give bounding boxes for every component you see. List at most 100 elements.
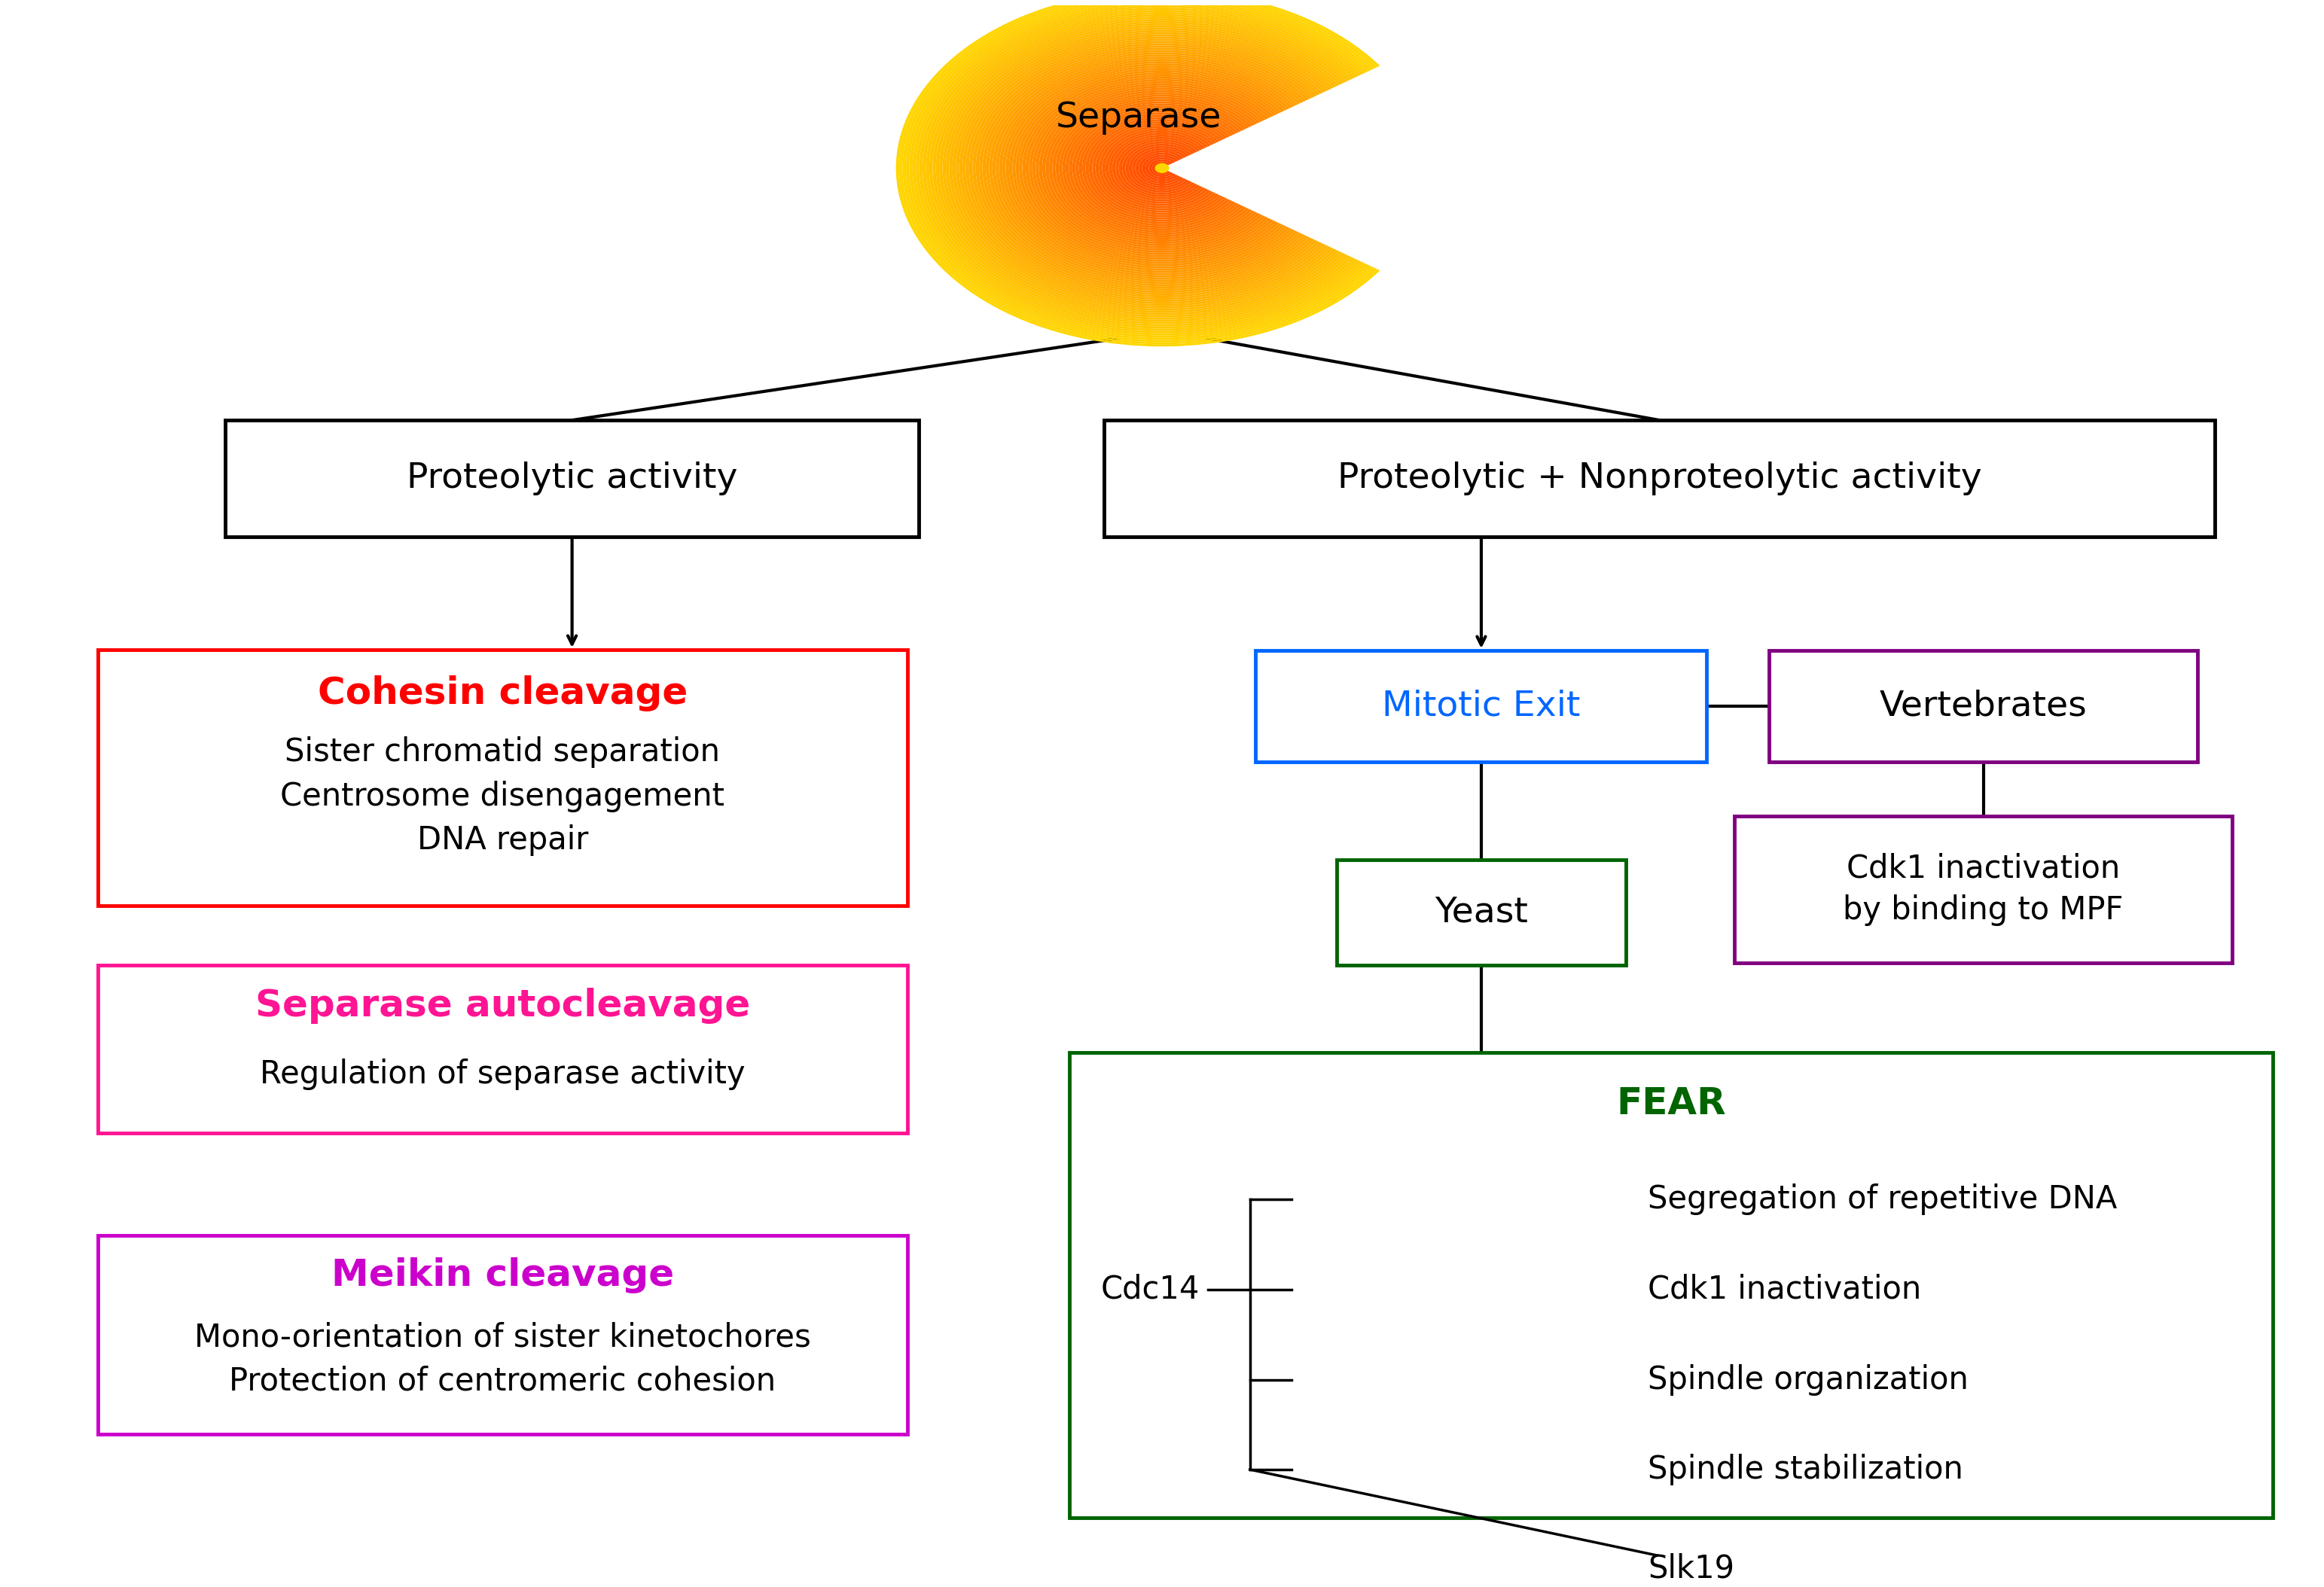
FancyBboxPatch shape xyxy=(1255,651,1706,762)
Wedge shape xyxy=(1085,117,1225,219)
Wedge shape xyxy=(1025,76,1274,260)
Wedge shape xyxy=(939,19,1346,317)
Wedge shape xyxy=(1076,110,1232,225)
Wedge shape xyxy=(897,0,1380,346)
Wedge shape xyxy=(1078,113,1229,224)
FancyBboxPatch shape xyxy=(1734,816,2231,963)
Text: Vertebrates: Vertebrates xyxy=(1880,689,2087,724)
Wedge shape xyxy=(1030,79,1271,257)
Text: Cdk1 inactivation
by binding to MPF: Cdk1 inactivation by binding to MPF xyxy=(1843,852,2124,925)
Wedge shape xyxy=(978,46,1311,290)
Wedge shape xyxy=(937,16,1348,319)
FancyBboxPatch shape xyxy=(98,1235,906,1435)
Wedge shape xyxy=(1141,154,1178,181)
Text: Separase autocleavage: Separase autocleavage xyxy=(256,987,751,1024)
Wedge shape xyxy=(1041,87,1260,249)
Text: Cohesin cleavage: Cohesin cleavage xyxy=(318,674,688,711)
Wedge shape xyxy=(930,13,1353,324)
Wedge shape xyxy=(1129,146,1190,190)
Text: Cdk1 inactivation: Cdk1 inactivation xyxy=(1648,1274,1922,1306)
Wedge shape xyxy=(1016,70,1283,267)
Wedge shape xyxy=(1122,141,1195,195)
Wedge shape xyxy=(1071,108,1236,229)
Wedge shape xyxy=(1125,143,1192,192)
Wedge shape xyxy=(976,43,1315,294)
FancyBboxPatch shape xyxy=(1336,860,1627,965)
Wedge shape xyxy=(913,2,1367,335)
Wedge shape xyxy=(1099,125,1213,211)
FancyBboxPatch shape xyxy=(98,649,906,906)
Wedge shape xyxy=(944,21,1341,316)
Wedge shape xyxy=(983,48,1308,289)
Wedge shape xyxy=(992,54,1301,282)
Wedge shape xyxy=(1002,60,1292,275)
Wedge shape xyxy=(1060,98,1246,236)
Text: Regulation of separase activity: Regulation of separase activity xyxy=(260,1059,746,1090)
Text: Mono-orientation of sister kinetochores
Protection of centromeric cohesion: Mono-orientation of sister kinetochores … xyxy=(195,1322,811,1397)
Wedge shape xyxy=(916,3,1364,333)
Wedge shape xyxy=(953,27,1334,308)
Wedge shape xyxy=(1083,114,1227,222)
Wedge shape xyxy=(1048,92,1255,244)
Wedge shape xyxy=(967,37,1322,300)
Text: Slk19: Slk19 xyxy=(1648,1552,1734,1584)
Circle shape xyxy=(1155,163,1169,173)
FancyBboxPatch shape xyxy=(1104,421,2215,536)
Text: Segregation of repetitive DNA: Segregation of repetitive DNA xyxy=(1648,1184,2117,1216)
FancyBboxPatch shape xyxy=(1069,1052,2273,1517)
Wedge shape xyxy=(1069,106,1239,230)
Wedge shape xyxy=(971,41,1318,295)
Wedge shape xyxy=(932,14,1350,322)
Wedge shape xyxy=(1046,90,1257,246)
Text: Proteolytic + Nonproteolytic activity: Proteolytic + Nonproteolytic activity xyxy=(1336,462,1982,495)
Wedge shape xyxy=(1155,163,1167,173)
Wedge shape xyxy=(1018,73,1278,263)
Wedge shape xyxy=(1106,130,1208,206)
Wedge shape xyxy=(1032,81,1269,256)
Wedge shape xyxy=(1113,135,1204,202)
Wedge shape xyxy=(969,38,1320,297)
Wedge shape xyxy=(1055,97,1250,240)
FancyBboxPatch shape xyxy=(225,421,918,536)
Wedge shape xyxy=(962,35,1325,302)
Wedge shape xyxy=(985,49,1306,286)
Wedge shape xyxy=(1053,95,1253,241)
Text: FEAR: FEAR xyxy=(1615,1086,1727,1122)
Wedge shape xyxy=(1062,102,1243,235)
Wedge shape xyxy=(1146,157,1176,179)
Wedge shape xyxy=(1102,129,1211,208)
Wedge shape xyxy=(906,0,1371,340)
Text: Meikin cleavage: Meikin cleavage xyxy=(332,1257,674,1293)
Wedge shape xyxy=(1090,119,1222,217)
Wedge shape xyxy=(902,0,1373,343)
FancyBboxPatch shape xyxy=(1769,651,2196,762)
Wedge shape xyxy=(1109,132,1206,203)
Wedge shape xyxy=(960,32,1329,305)
Wedge shape xyxy=(1153,162,1171,175)
Wedge shape xyxy=(920,5,1362,330)
Wedge shape xyxy=(899,0,1378,344)
Wedge shape xyxy=(925,10,1355,327)
Wedge shape xyxy=(1136,151,1183,186)
Wedge shape xyxy=(1037,84,1267,252)
Wedge shape xyxy=(1118,140,1197,197)
Text: Proteolytic activity: Proteolytic activity xyxy=(407,462,737,495)
Wedge shape xyxy=(1067,103,1241,233)
Wedge shape xyxy=(1095,124,1215,213)
Text: Yeast: Yeast xyxy=(1434,895,1527,930)
Wedge shape xyxy=(999,59,1294,278)
Wedge shape xyxy=(1139,152,1181,184)
Wedge shape xyxy=(1092,121,1220,214)
Wedge shape xyxy=(1116,136,1199,200)
Text: Spindle stabilization: Spindle stabilization xyxy=(1648,1454,1964,1485)
Wedge shape xyxy=(1148,159,1174,178)
Wedge shape xyxy=(909,0,1369,338)
Wedge shape xyxy=(1023,75,1276,262)
Wedge shape xyxy=(1009,65,1287,271)
Wedge shape xyxy=(948,25,1336,311)
Wedge shape xyxy=(955,30,1332,306)
Wedge shape xyxy=(1039,86,1262,251)
FancyBboxPatch shape xyxy=(98,965,906,1133)
Wedge shape xyxy=(1013,68,1285,268)
Text: Cdc14: Cdc14 xyxy=(1102,1274,1199,1306)
